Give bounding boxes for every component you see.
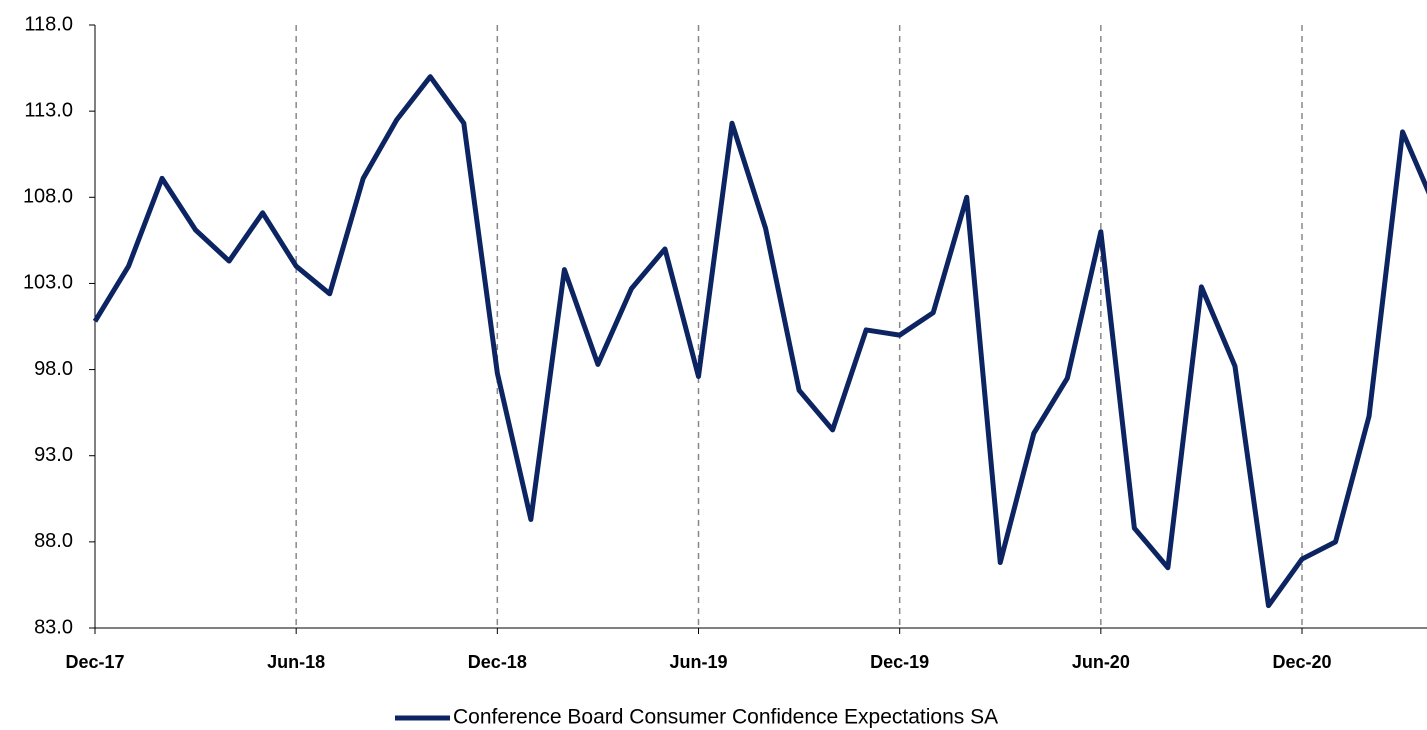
x-tick-label: Dec-17 — [65, 652, 124, 672]
data-line — [92, 74, 1427, 609]
x-tick-label: Jun-19 — [669, 652, 727, 672]
y-tick-label: 93.0 — [34, 444, 73, 466]
x-tick-label: Jun-20 — [1072, 652, 1130, 672]
y-tick-label: 118.0 — [24, 13, 73, 35]
x-tick-label: Dec-19 — [870, 652, 929, 672]
x-tick-label: Dec-18 — [468, 652, 527, 672]
y-tick-label: 113.0 — [24, 99, 73, 121]
legend-label: Conference Board Consumer Confidence Exp… — [453, 706, 998, 729]
y-tick-label: 88.0 — [34, 530, 73, 552]
x-tick-label: Dec-20 — [1272, 652, 1331, 672]
y-tick-label: 103.0 — [23, 272, 73, 294]
x-tick-label: Jun-18 — [267, 652, 325, 672]
y-tick-label: 83.0 — [34, 616, 73, 638]
y-tick-label: 98.0 — [34, 358, 73, 380]
y-tick-label: 108.0 — [23, 186, 73, 208]
